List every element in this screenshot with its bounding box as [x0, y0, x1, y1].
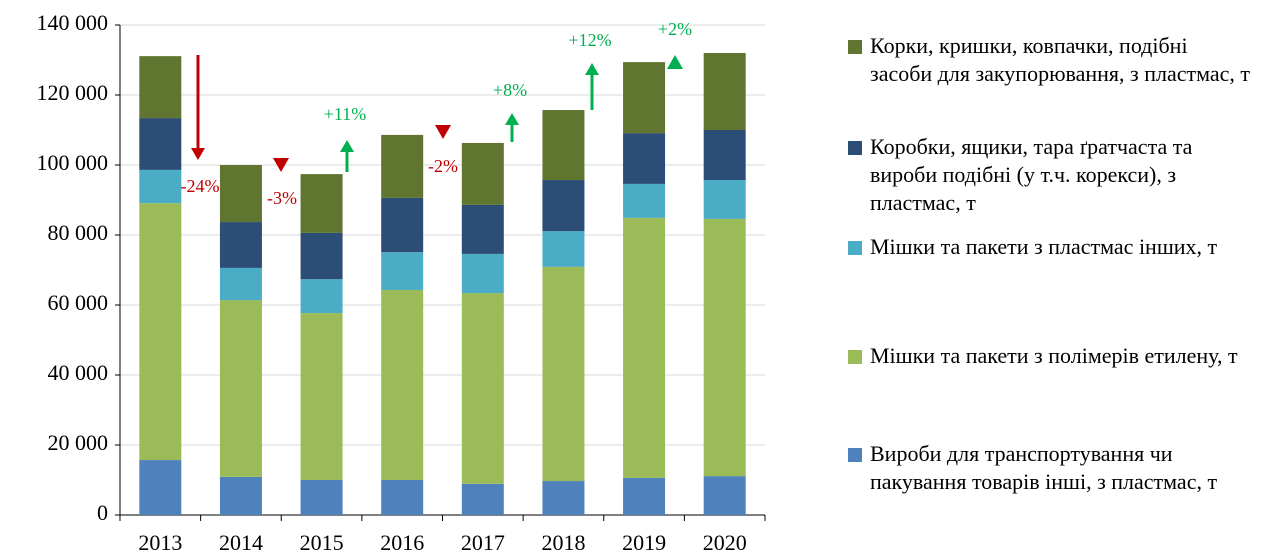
bar-segment — [542, 266, 585, 482]
legend-item: Коробки, ящики, тара ґратчаста та вироби… — [848, 133, 1253, 217]
x-tick-label: 2013 — [138, 530, 182, 555]
bar-segment — [219, 165, 262, 223]
x-tick-label: 2016 — [380, 530, 424, 555]
bar-segment — [703, 130, 746, 181]
bar-segment — [703, 180, 746, 219]
bar-segment — [219, 300, 262, 477]
y-tick-label: 0 — [97, 500, 108, 525]
arrow-head — [585, 63, 599, 75]
annotation: -2% — [428, 156, 458, 176]
bar-segment — [381, 197, 424, 253]
annotation: -3% — [267, 188, 297, 208]
bar-segment — [300, 313, 343, 480]
legend-swatch — [848, 40, 862, 54]
y-tick-label: 40 000 — [48, 360, 109, 385]
y-tick-label: 140 000 — [37, 10, 109, 35]
bar-segment — [542, 180, 585, 232]
y-tick-label: 100 000 — [37, 150, 109, 175]
bar-segment — [219, 267, 262, 301]
bar-segment — [703, 53, 746, 130]
bar-segment — [381, 480, 424, 515]
legend-label: Корки, кришки, ковпачки, подібні засоби … — [870, 33, 1251, 86]
bar-segment — [703, 476, 746, 515]
bar-segment — [461, 142, 504, 205]
bar-segment — [623, 133, 666, 184]
legend-label: Мішки та пакети з пластмас інших, т — [870, 234, 1218, 259]
bar-segment — [219, 476, 262, 515]
bar-segment — [381, 289, 424, 480]
bar-segment — [461, 253, 504, 294]
x-tick-label: 2019 — [622, 530, 666, 555]
legend-swatch — [848, 350, 862, 364]
x-tick-label: 2018 — [541, 530, 585, 555]
arrow-head — [191, 148, 205, 160]
annotation: +2% — [658, 19, 692, 39]
arrow-head — [667, 55, 683, 69]
chart: 0 20 000 40 000 60 000 80 000 100 000 120 000 1… — [37, 10, 766, 555]
bar-segment — [542, 231, 585, 267]
arrow-head — [505, 113, 519, 125]
bar-segment — [139, 169, 182, 204]
arrow-head — [435, 125, 451, 139]
x-tick-label: 2014 — [219, 530, 263, 555]
x-tick-label: 2020 — [703, 530, 747, 555]
annotation: +8% — [493, 80, 527, 100]
bar-segment — [139, 118, 182, 170]
bar-segment — [381, 134, 424, 198]
bar-segment — [703, 218, 746, 477]
legend-label: Вироби для транспортування чи пакування … — [870, 441, 1218, 494]
legend-swatch — [848, 448, 862, 462]
y-tick-label: 120 000 — [37, 80, 109, 105]
legend-swatch — [848, 141, 862, 155]
bar-segment — [461, 483, 504, 515]
annotation: +12% — [568, 30, 611, 50]
y-tick-label: 80 000 — [48, 220, 109, 245]
bar-segment — [623, 217, 666, 478]
legend-swatch — [848, 241, 862, 255]
y-tick-label: 60 000 — [48, 290, 109, 315]
bar-segment — [542, 481, 585, 515]
bar-segment — [623, 183, 666, 218]
arrow-head — [273, 158, 289, 172]
legend-label: Мішки та пакети з полімерів етилену, т — [870, 343, 1238, 368]
y-tick-label: 20 000 — [48, 430, 109, 455]
x-tick-label: 2015 — [300, 530, 344, 555]
legend-item: Мішки та пакети з пластмас інших, т — [848, 233, 1253, 261]
bar-segment — [139, 56, 182, 119]
arrow-head — [340, 140, 354, 152]
legend-item: Вироби для транспортування чи пакування … — [848, 440, 1253, 496]
bar-segment — [300, 480, 343, 515]
bar-segment — [623, 62, 666, 134]
annotation: +11% — [324, 104, 366, 124]
bar-segment — [219, 222, 262, 268]
bar-segment — [461, 204, 504, 254]
legend-label: Коробки, ящики, тара ґратчаста та вироби… — [870, 134, 1193, 215]
legend-item: Мішки та пакети з полімерів етилену, т — [848, 342, 1253, 370]
bar-segment — [139, 460, 182, 515]
bar-segment — [381, 252, 424, 290]
bar-segment — [300, 174, 343, 233]
legend-item: Корки, кришки, ковпачки, подібні засоби … — [848, 32, 1253, 88]
bar-segment — [300, 232, 343, 280]
bar-segment — [300, 279, 343, 314]
x-tick-label: 2017 — [461, 530, 505, 555]
bar-segment — [139, 203, 182, 461]
annotation: -24% — [181, 176, 220, 196]
bar-segment — [542, 110, 585, 181]
bar-segment — [461, 293, 504, 484]
bar-segment — [623, 477, 666, 515]
